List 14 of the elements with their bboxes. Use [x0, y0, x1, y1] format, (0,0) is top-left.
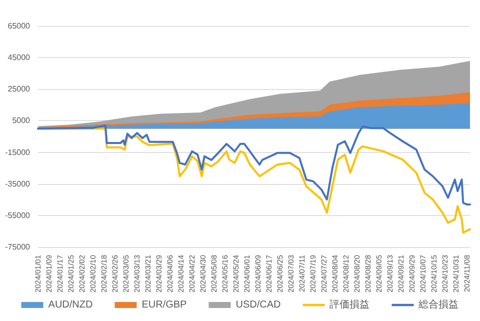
legend-label: EUR/GBP	[142, 300, 188, 310]
y-tick-label: 5000	[12, 116, 31, 126]
y-tick-label: 45000	[8, 53, 31, 62]
legend-label: 評価損益	[330, 298, 370, 310]
y-tick-label: -35000	[5, 179, 31, 188]
line-series	[37, 124, 471, 206]
y-tick-label: -15000	[5, 148, 31, 157]
y-tick-label: -75000	[5, 242, 31, 252]
y-tick-label: -55000	[5, 210, 31, 220]
legend-label: AUD/NZD	[48, 300, 93, 310]
y-tick-label: 65000	[8, 22, 31, 30]
legend-label: 総合損益	[418, 298, 459, 310]
legend-label: USD/CAD	[236, 300, 281, 310]
y-tick-label: 25000	[8, 84, 31, 94]
